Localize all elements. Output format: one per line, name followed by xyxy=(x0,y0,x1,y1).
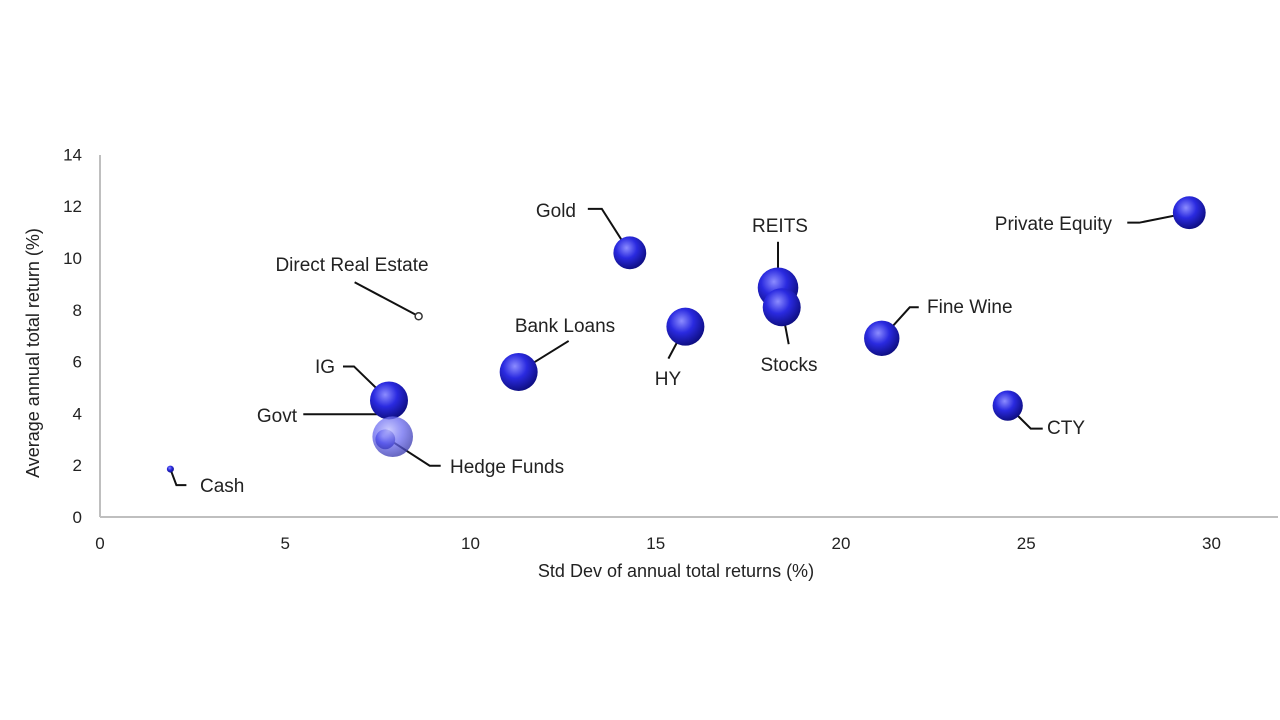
y-tick-label: 2 xyxy=(73,456,82,475)
x-tick-label: 0 xyxy=(95,534,104,553)
x-tick-label: 10 xyxy=(461,534,480,553)
leader-direct-real-estate xyxy=(354,281,420,318)
point-stocks xyxy=(762,288,801,327)
point-direct-real-estate xyxy=(414,312,423,321)
x-tick-label: 5 xyxy=(281,534,290,553)
point-cty xyxy=(992,390,1023,421)
point-gold xyxy=(613,236,647,270)
y-tick-label: 12 xyxy=(63,197,82,216)
point-fine-wine xyxy=(864,320,900,356)
label-reits: REITS xyxy=(752,216,808,237)
point-hy xyxy=(666,307,705,346)
point-ig xyxy=(369,381,408,420)
x-tick-label: 30 xyxy=(1202,534,1221,553)
data-points xyxy=(166,196,1206,473)
label-direct-real-estate: Direct Real Estate xyxy=(275,255,428,276)
leader-lines xyxy=(169,207,1190,487)
y-tick-label: 6 xyxy=(73,353,82,372)
label-hedge-funds: Hedge Funds xyxy=(450,457,564,478)
label-private-equity: Private Equity xyxy=(995,214,1113,235)
label-bank-loans: Bank Loans xyxy=(515,316,615,337)
point-bank-loans xyxy=(499,352,538,391)
y-tick-label: 0 xyxy=(73,508,82,527)
point-labels: Cash Govt Hedge Funds IG Direct Real Estate B… xyxy=(200,201,1112,497)
point-cash xyxy=(166,465,174,473)
leader-private-equity xyxy=(1127,211,1190,224)
point-hedge-funds xyxy=(372,416,413,458)
x-tick-label: 25 xyxy=(1017,534,1036,553)
x-tick-label: 15 xyxy=(646,534,665,553)
y-tick-label: 8 xyxy=(73,301,82,320)
y-tick-label: 14 xyxy=(63,145,82,164)
label-gold: Gold xyxy=(536,201,576,222)
y-axis-title: Average annual total return (%) xyxy=(23,228,43,478)
label-stocks: Stocks xyxy=(760,355,817,376)
label-cash: Cash xyxy=(200,476,244,497)
y-tick-label: 10 xyxy=(63,249,82,268)
label-hy: HY xyxy=(655,369,682,390)
leader-gold xyxy=(587,207,631,254)
y-tick-label: 4 xyxy=(73,404,82,423)
label-ig: IG xyxy=(315,357,335,378)
axes: 0 5 10 15 20 25 30 0 2 4 6 8 10 12 14 xyxy=(63,145,1278,553)
x-axis-title: Std Dev of annual total returns (%) xyxy=(538,561,814,581)
x-tick-label: 20 xyxy=(832,534,851,553)
leader-cash xyxy=(169,468,187,487)
label-govt: Govt xyxy=(257,406,298,427)
point-private-equity xyxy=(1172,196,1206,230)
label-cty: CTY xyxy=(1047,418,1085,439)
label-fine-wine: Fine Wine xyxy=(927,297,1013,318)
